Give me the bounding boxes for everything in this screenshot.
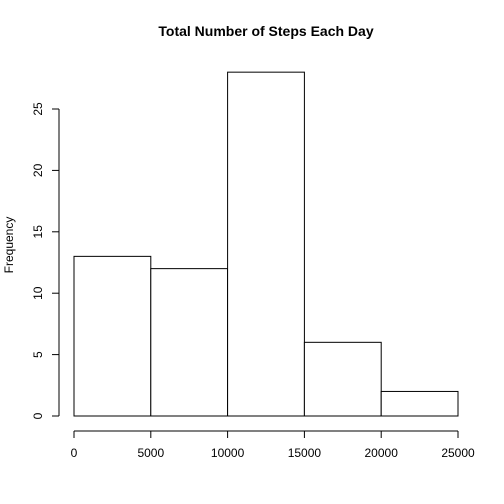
x-tick-label: 20000 xyxy=(365,446,399,460)
bar-4 xyxy=(380,390,459,417)
y-tick-label: 0 xyxy=(31,412,45,419)
bar-0 xyxy=(73,255,152,417)
y-tick-label: 25 xyxy=(31,102,45,116)
x-tick-label: 5000 xyxy=(137,446,164,460)
x-tick-label: 0 xyxy=(71,446,78,460)
bar-2 xyxy=(227,71,305,417)
bar-1 xyxy=(150,268,229,417)
x-tick-label: 10000 xyxy=(211,446,245,460)
y-tick-label: 20 xyxy=(31,163,45,177)
x-tick-label: 15000 xyxy=(288,446,322,460)
y-axis-label: Frequency xyxy=(2,217,16,274)
y-tick-label: 5 xyxy=(31,351,45,358)
y-tick-label: 10 xyxy=(31,286,45,300)
y-tick-label: 15 xyxy=(31,225,45,239)
bar-3 xyxy=(303,341,382,417)
bars-group xyxy=(73,71,459,417)
x-tick-label: 25000 xyxy=(441,446,475,460)
x-axis: 0 5000 10000 15000 20000 25000 xyxy=(71,430,475,460)
chart-title: Total Number of Steps Each Day xyxy=(158,23,373,39)
y-axis: 0 5 10 15 20 25 xyxy=(31,102,60,419)
